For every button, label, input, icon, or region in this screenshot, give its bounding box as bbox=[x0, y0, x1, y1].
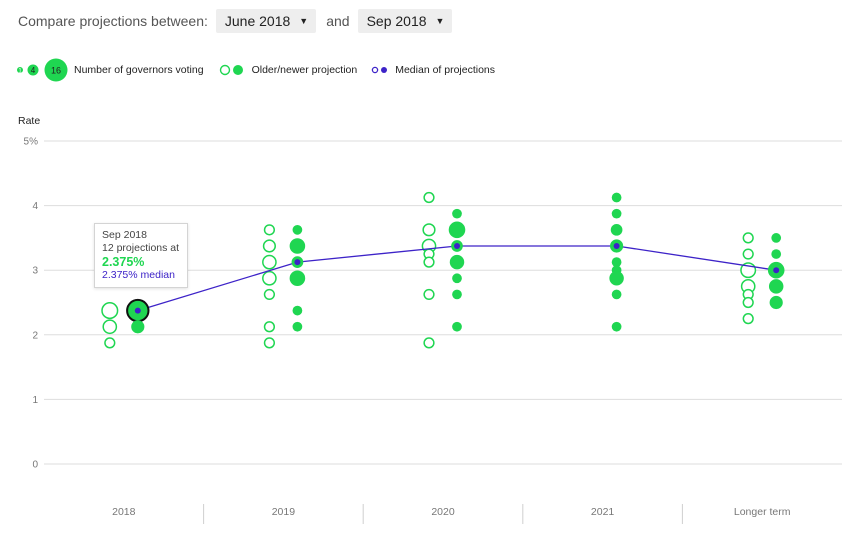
projection-dot-older bbox=[423, 337, 435, 349]
y-tick-label: 1 bbox=[32, 395, 38, 406]
caret-down-icon: ▼ bbox=[435, 16, 445, 26]
projection-dot-newer bbox=[610, 223, 623, 236]
projection-dot-newer bbox=[452, 321, 462, 332]
size-label-16: 16 bbox=[51, 66, 61, 76]
tooltip-median: 2.375% median bbox=[102, 269, 175, 281]
projection-dot-newer bbox=[292, 305, 303, 316]
x-tick-label: 2018 bbox=[112, 506, 136, 518]
projection-dot-older bbox=[263, 321, 276, 333]
projection-dot-newer bbox=[448, 221, 466, 239]
projection-dot-older bbox=[263, 224, 276, 236]
compare-controls: Compare projections between: June 2018 ▼… bbox=[18, 9, 453, 33]
projection-dot-newer bbox=[131, 320, 145, 334]
projection-dot-older bbox=[742, 296, 754, 309]
median-marker bbox=[454, 242, 460, 249]
projection-dot-newer bbox=[768, 279, 784, 294]
projection-dot-older bbox=[102, 319, 118, 335]
tooltip-title: Sep 2018 bbox=[102, 229, 147, 241]
caret-down-icon: ▼ bbox=[299, 16, 309, 26]
projection-dot-older bbox=[262, 270, 277, 286]
projection-dot-newer bbox=[611, 208, 622, 219]
size-label-4: 4 bbox=[31, 66, 36, 75]
projection-dot-older bbox=[423, 256, 435, 268]
legend-older-newer: Older/newer projection bbox=[218, 58, 358, 82]
projection-dot-newer bbox=[611, 257, 622, 267]
projection-dot-newer bbox=[611, 289, 622, 300]
projection-dot-older bbox=[422, 223, 436, 237]
to-projection-select[interactable]: Sep 2018 ▼ bbox=[357, 9, 453, 33]
projection-dot-newer bbox=[292, 224, 303, 235]
y-tick-label: 3 bbox=[32, 266, 38, 277]
projection-dot-newer bbox=[292, 321, 303, 332]
tooltip: Sep 2018 12 projections at 2.375% 2.375%… bbox=[94, 223, 188, 288]
projection-dot-newer bbox=[449, 254, 465, 270]
legend-voting: 1 4 16 Number of governors voting bbox=[16, 58, 204, 82]
tooltip-value: 2.375% bbox=[102, 255, 145, 269]
from-projection-value: June 2018 bbox=[224, 13, 291, 29]
projection-dot-older bbox=[262, 254, 277, 270]
projection-dot-newer bbox=[771, 249, 782, 259]
x-tick-label: 2021 bbox=[591, 506, 615, 518]
projection-dot-older bbox=[423, 288, 435, 301]
to-projection-value: Sep 2018 bbox=[366, 13, 427, 29]
y-tick-label: 5% bbox=[24, 137, 39, 148]
compare-label: Compare projections between: bbox=[18, 13, 208, 29]
x-tick-label: Longer term bbox=[734, 506, 791, 518]
projection-dot-newer bbox=[289, 238, 306, 254]
median-marker bbox=[134, 307, 141, 314]
projection-dot-older bbox=[742, 313, 754, 325]
projection-dot-older bbox=[104, 337, 116, 349]
older-newer-icon bbox=[219, 64, 243, 76]
projection-dot-newer bbox=[769, 295, 783, 310]
size-label-1: 1 bbox=[18, 69, 22, 75]
median-marker bbox=[773, 267, 780, 274]
x-tick-label: 2019 bbox=[272, 506, 296, 518]
projection-dot-older bbox=[101, 302, 119, 320]
projection-dot-older bbox=[742, 248, 754, 260]
and-label: and bbox=[326, 13, 350, 29]
median-marker bbox=[613, 242, 620, 249]
x-tick-label: 2020 bbox=[431, 506, 455, 518]
size-scale-icon: 1 4 16 bbox=[17, 58, 68, 82]
from-projection-select[interactable]: June 2018 ▼ bbox=[215, 9, 317, 33]
legend-median: Median of projections bbox=[371, 58, 495, 82]
projection-dot-older bbox=[423, 191, 435, 204]
y-tick-label: 2 bbox=[32, 330, 38, 341]
median-marker bbox=[294, 259, 301, 266]
projection-dot-newer bbox=[611, 192, 622, 203]
projection-dot-older bbox=[262, 239, 276, 253]
projection-dot-older bbox=[263, 337, 276, 349]
legend-voting-label: Number of governors voting bbox=[74, 64, 204, 76]
y-tick-label: 4 bbox=[32, 201, 38, 212]
projection-dot-newer bbox=[611, 321, 622, 332]
y-axis-label: Rate bbox=[18, 115, 40, 127]
median-icon bbox=[371, 66, 388, 74]
projection-dot-newer bbox=[452, 208, 462, 219]
projection-dot-older bbox=[742, 232, 754, 244]
projection-dot-newer bbox=[452, 289, 462, 300]
projection-dot-newer bbox=[452, 273, 462, 284]
legend-older-newer-label: Older/newer projection bbox=[251, 64, 358, 76]
projection-dot-newer bbox=[289, 270, 306, 287]
projection-dot-older bbox=[263, 288, 276, 301]
projection-dot-newer bbox=[609, 271, 624, 286]
legend-median-label: Median of projections bbox=[395, 64, 496, 76]
tooltip-count: 12 projections at bbox=[102, 242, 180, 254]
legend: 1 4 16 Number of governors voting Older/… bbox=[16, 58, 509, 82]
y-tick-label: 0 bbox=[32, 460, 38, 471]
projection-dot-newer bbox=[771, 233, 782, 243]
